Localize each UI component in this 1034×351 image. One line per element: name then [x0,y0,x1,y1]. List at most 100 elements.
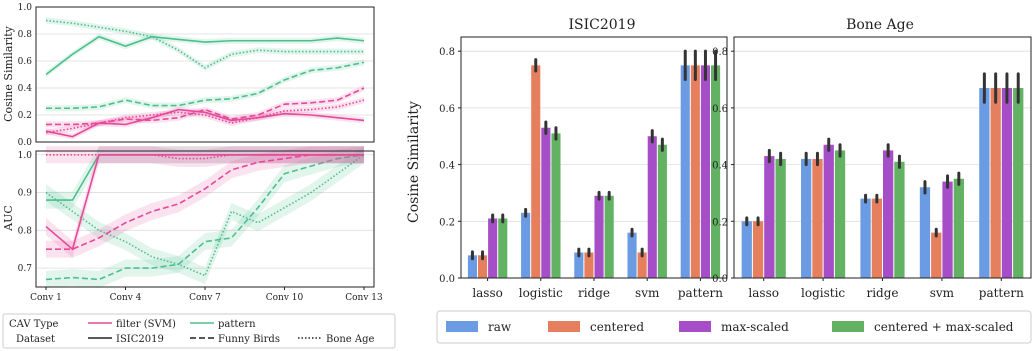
y-tick-label: 0.2 [18,111,32,121]
bar-ridge-centered-max-scaled [604,195,614,278]
bone-age-bar-chart: Bone Age 0.0 0.2 0.4 0.6 0.8 lasso logistic rid… [712,17,1032,300]
bar-lasso-raw [741,221,752,278]
bar-logistic-centered [531,65,541,279]
legend-swatch-centered-max-scaled [832,321,864,332]
bar-pattern-centered [690,65,700,279]
x-tick-label-svm: svm [635,286,660,300]
band-pattern-isic2019 [46,33,364,78]
bar-logistic-centered-max-scaled [551,133,561,278]
x-tick-label-pattern: pattern [678,286,723,300]
bar-pattern-centered [990,88,1001,278]
x-tick-label-lasso: lasso [748,286,779,300]
y-tick-label: 0.8 [18,226,33,236]
legend-label-max-scaled: max-scaled [721,320,789,334]
line-filter-svm-bone-age [45,99,365,134]
bar-svm-centered [931,232,942,278]
bar-logistic-max-scaled [541,127,551,279]
y-tick-label: 0.0 [18,138,33,148]
x-tick-label-ridge: ridge [866,286,898,300]
bar-svm-raw [919,187,931,278]
bar-ridge-raw [860,198,871,278]
x-tick-label: Conv 13 [345,293,383,303]
line-filter-svm-funny-birds [46,153,364,251]
line-filter-svm-bone-age [46,153,364,160]
x-tick-label: Conv 7 [189,293,221,303]
bar-pattern-raw [979,88,990,278]
band-pattern-isic2019 [46,146,364,209]
y-tick-label: 0.8 [18,30,33,40]
y-tick-label: 0.2 [712,217,728,228]
bar-pattern-raw [680,65,690,279]
y-tick-label: 0.0 [439,274,455,285]
bar-logistic-raw [521,212,531,278]
bar-lasso-max-scaled [488,218,498,278]
bar-lasso-centered [752,221,764,278]
bar-logistic-centered [812,158,823,278]
legend-label-raw: raw [488,320,512,334]
bar-legend-frame [436,310,1032,344]
bar-lasso-centered-max-scaled [498,218,508,278]
line-pattern-bone-age [45,19,364,69]
x-tick-label-logistic: logistic [519,286,563,300]
line-legend: CAV Type filter (SVM) pattern Dataset IS… [2,313,396,349]
line-pattern-isic2019 [45,35,365,76]
band-filter-svm-isic2019 [46,106,364,140]
legend-label-centered-max-scaled: centered + max-scaled [874,320,1014,334]
y-tick-label: 1.0 [18,3,33,13]
bar-lasso-raw [467,255,477,278]
legend-boneage-label: Bone Age [326,334,375,345]
band-pattern-bone-age [46,17,364,71]
bar-logistic-max-scaled [823,144,834,278]
isic2019-bar-chart: ISIC2019 Cosine Similarity 0.0 0.2 0.4 0.6 0… [406,17,728,300]
bar-legend: raw centered max-scaled centered + max-scal… [436,310,1032,344]
y-tick-label: 1.0 [18,151,33,161]
x-tick-label: Conv 10 [266,293,304,303]
p2-ylabel: Cosine Similarity [406,101,422,223]
legend-swatch-max-scaled [679,321,711,332]
y-tick-label: 0.8 [712,47,728,58]
bar-svm-centered [637,252,647,278]
bar-logistic-raw [801,158,812,278]
bar-pattern-max-scaled [1001,88,1013,278]
x-tick-label-svm: svm [930,286,955,300]
legend-swatch-raw [446,321,478,332]
line-filter-svm-funny-birds [46,87,365,126]
y-tick-label: 0.6 [439,104,455,115]
y-tick-label: 0.7 [18,264,33,274]
bar-ridge-centered-max-scaled [894,161,905,278]
bar-lasso-centered-max-scaled [775,158,786,278]
legend-dataset-label: Dataset [16,334,55,345]
bar-svm-centered-max-scaled [657,144,667,278]
legend-label-centered: centered [590,320,644,334]
bar-svm-max-scaled [942,181,953,278]
p0-ylabel: Cosine Similarity [2,25,15,122]
y-tick-label: 0.8 [439,47,455,58]
legend-funny-label: Funny Birds [218,334,280,345]
y-tick-label: 0.2 [439,217,455,228]
bar-ridge-max-scaled [883,150,894,278]
legend-isic-label: ISIC2019 [116,334,164,345]
auc-line-chart: AUC 0.7 0.8 0.9 1.0 Conv 1 Conv 4 Conv 7 Conv 1… [2,146,383,303]
bar-ridge-raw [574,252,584,278]
p2-title: ISIC2019 [569,17,636,33]
band-filter-svm-bone-age [46,97,364,136]
band-pattern-bone-age [46,146,364,285]
legend-cav-type-label: CAV Type [9,319,58,330]
y-tick-label: 0.6 [712,104,728,115]
plot-frame [460,36,728,279]
band-pattern-funny-birds [46,146,364,288]
bar-pattern-max-scaled [700,65,711,279]
line-pattern-bone-age [45,154,365,277]
x-tick-label-pattern: pattern [979,286,1024,300]
bar-lasso-max-scaled [764,156,775,278]
band-filter-svm-funny-birds [46,146,364,258]
bar-svm-raw [627,232,637,278]
p1-ylabel: AUC [2,205,15,232]
plot-frame [35,6,375,143]
legend-pattern-label: pattern [218,319,256,330]
x-tick-label: Conv 1 [30,293,62,303]
y-tick-label: 0.4 [712,161,728,172]
bar-logistic-centered-max-scaled [834,150,846,278]
legend-swatch-centered [548,321,580,332]
